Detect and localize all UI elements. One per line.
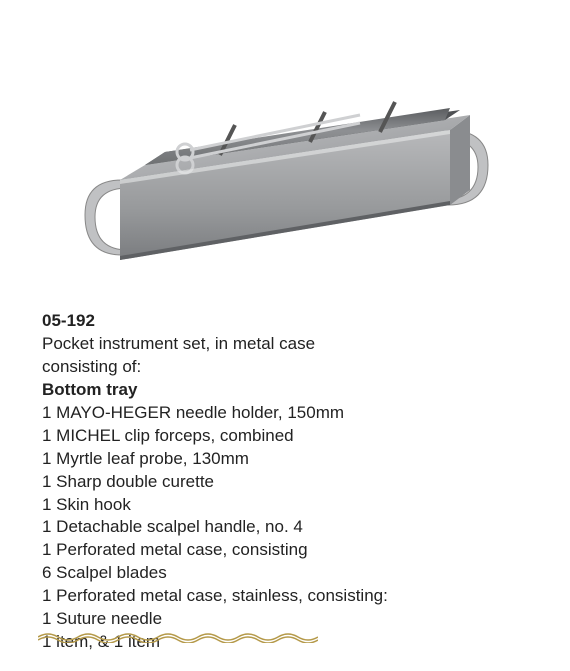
section-label: Bottom tray — [42, 379, 522, 402]
product-image — [50, 30, 520, 300]
product-code: 05-192 — [42, 310, 522, 333]
item-line: 6 Scalpel blades — [42, 562, 522, 585]
item-line: 1 Skin hook — [42, 494, 522, 517]
item-line: 1 Perforated metal case, consisting — [42, 539, 522, 562]
description-block: 05-192 Pocket instrument set, in metal c… — [42, 310, 522, 654]
item-line: 1 Myrtle leaf probe, 130mm — [42, 448, 522, 471]
item-line: 1 Detachable scalpel handle, no. 4 — [42, 516, 522, 539]
tray-right-side — [450, 115, 470, 205]
decorative-divider — [38, 630, 318, 642]
title-line-1: Pocket instrument set, in metal case — [42, 333, 522, 356]
tray-svg — [50, 30, 520, 300]
item-line: 1 Suture needle — [42, 608, 522, 631]
item-line: 1 MICHEL clip forceps, combined — [42, 425, 522, 448]
item-line: 1 Perforated metal case, stainless, cons… — [42, 585, 522, 608]
item-line: 1 Sharp double curette — [42, 471, 522, 494]
title-line-2: consisting of: — [42, 356, 522, 379]
divider-svg — [38, 631, 318, 643]
item-line: 1 MAYO-HEGER needle holder, 150mm — [42, 402, 522, 425]
